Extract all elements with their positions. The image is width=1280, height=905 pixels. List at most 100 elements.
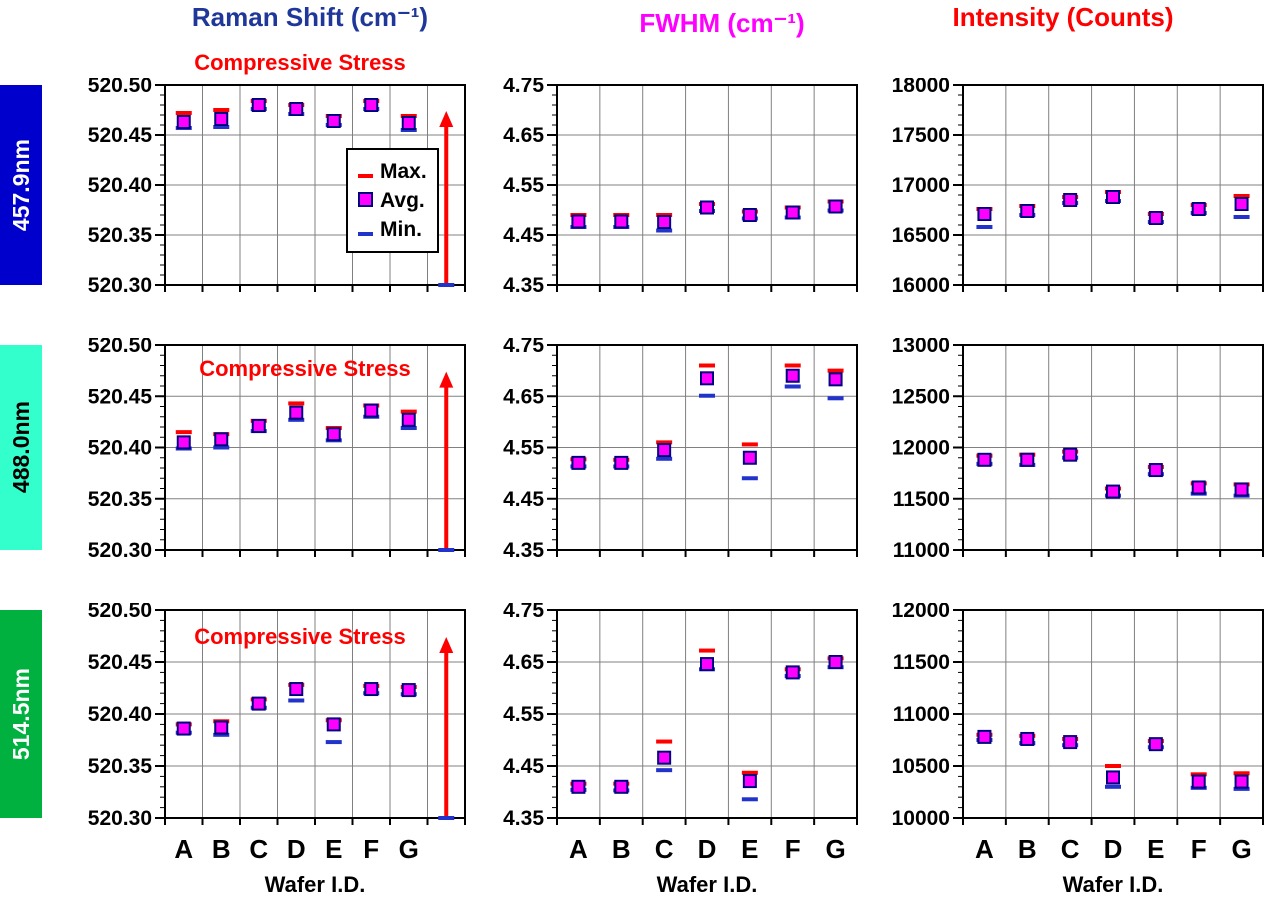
- min-dash-icon: [356, 218, 374, 242]
- row-label-457-9nm: 457.9nm: [0, 85, 42, 285]
- ytick-label: 12000: [892, 603, 950, 622]
- column-title-fwhm: FWHM (cm⁻¹): [639, 8, 805, 38]
- max-dash-marker: [699, 363, 715, 368]
- xtick-label: B: [212, 834, 231, 864]
- ytick-label: 12000: [892, 437, 950, 460]
- row-label-514-5nm-text: 514.5nm: [7, 667, 34, 761]
- avg-square-marker: [742, 208, 757, 222]
- min-dash-marker: [325, 740, 342, 745]
- ytick-label: 520.50: [88, 78, 152, 97]
- avg-square-marker: [326, 114, 341, 128]
- xtick-label: C: [249, 834, 268, 864]
- avg-square-marker: [614, 779, 629, 794]
- ytick-label: 520.45: [88, 651, 153, 674]
- ytick-label: 4.55: [503, 437, 544, 460]
- ytick-label: 4.45: [503, 488, 544, 511]
- min-dash-marker: [213, 125, 230, 129]
- xaxis-title-intensity: Wafer I.D.: [1062, 872, 1164, 897]
- avg-square-marker: [571, 214, 586, 229]
- avg-square-marker: [326, 427, 341, 442]
- xtick-label: A: [569, 834, 588, 864]
- ytick-label: 520.35: [88, 224, 153, 247]
- ytick-label: 12500: [892, 385, 950, 408]
- avg-square-marker: [828, 199, 843, 214]
- stress-arrow-head: [439, 111, 454, 127]
- max-dash-marker: [827, 368, 844, 373]
- avg-square-marker: [657, 215, 672, 229]
- avg-square-marker: [742, 774, 757, 789]
- avg-square-marker: [176, 115, 191, 129]
- min-dash-marker: [741, 476, 758, 481]
- xtick-label: B: [612, 834, 631, 864]
- row-label-457-9nm-text: 457.9nm: [7, 138, 34, 232]
- avg-square-marker: [571, 779, 586, 794]
- avg-square-marker: [700, 371, 714, 386]
- min-dash-marker: [288, 417, 305, 422]
- row-label-514-5nm: 514.5nm: [0, 610, 42, 818]
- ytick-label: 13000: [892, 338, 950, 357]
- avg-square-marker: [657, 750, 672, 765]
- legend-entry-avg: Avg.: [356, 186, 427, 215]
- avg-square-marker: [1106, 190, 1120, 204]
- xtick-label: A: [975, 834, 994, 864]
- avg-square-marker: [1063, 447, 1078, 462]
- max-dash-marker: [288, 401, 305, 406]
- max-dash-marker: [741, 770, 758, 775]
- avg-square-marker: [326, 717, 341, 732]
- max-dash-marker: [1105, 764, 1121, 768]
- avg-square-marker: [214, 720, 229, 735]
- avg-square-marker: [364, 403, 379, 418]
- ytick-label: 4.55: [503, 703, 544, 726]
- arrow-base-min-dash: [438, 283, 455, 287]
- chart-raman-shift-457-9nm: 520.30 520.35 520.40 520.45 520.50: [88, 78, 466, 297]
- xaxis-title-fwhm: Wafer I.D.: [656, 872, 758, 897]
- avg-square-marker: [1191, 774, 1206, 789]
- avg-square-marker: [614, 455, 629, 470]
- min-dash-marker: [400, 426, 417, 431]
- row-label-488-0nm-text: 488.0nm: [7, 401, 34, 494]
- arrow-base-min-dash: [438, 816, 455, 820]
- ytick-label: 520.50: [88, 603, 152, 622]
- avg-square-marker: [977, 729, 992, 744]
- min-dash-marker: [288, 698, 305, 703]
- max-dash-marker: [400, 409, 417, 414]
- ytick-label: 4.35: [503, 539, 544, 562]
- ytick-label: 520.35: [88, 755, 153, 778]
- legend-min-label: Min.: [380, 217, 422, 241]
- max-dash-marker: [1190, 772, 1207, 777]
- avg-square-marker: [1063, 193, 1078, 207]
- ytick-label: 520.40: [88, 703, 152, 726]
- avg-square-marker: [289, 405, 304, 420]
- min-dash-marker: [827, 396, 844, 401]
- avg-square-marker: [364, 98, 379, 112]
- avg-square-marker: [1063, 735, 1078, 750]
- max-dash-marker: [784, 363, 801, 368]
- ytick-label: 11000: [893, 539, 950, 562]
- legend: Max. Avg. Min.: [346, 148, 439, 253]
- avg-square-marker: [176, 721, 191, 736]
- xtick-label: F: [363, 834, 379, 864]
- chart-raman-shift-514-5nm: 520.30 520.35 520.40 520.45 520.50 A B C D E F G: [88, 603, 466, 864]
- avg-square-marker: [1020, 731, 1035, 746]
- legend-entry-min: Min.: [356, 215, 427, 244]
- ytick-label: 4.45: [503, 755, 544, 778]
- xtick-label: D: [698, 834, 717, 864]
- avg-square-marker: [251, 98, 266, 112]
- xtick-label: F: [1191, 834, 1207, 864]
- max-dash-marker: [1233, 771, 1250, 776]
- avg-square-marker: [214, 112, 229, 126]
- chart-intensity-488-0nm: 11000 11500 12000 12500 13000: [892, 338, 1264, 562]
- stress-arrow-head: [439, 371, 454, 388]
- legend-max-label: Max.: [380, 159, 427, 183]
- avg-square-marker: [785, 665, 800, 680]
- xtick-label: G: [399, 834, 419, 864]
- ytick-label: 520.45: [88, 385, 153, 408]
- max-dash-marker: [656, 440, 673, 445]
- avg-square-marker: [364, 682, 379, 697]
- avg-square-marker: [401, 116, 416, 130]
- ytick-label: 4.75: [503, 338, 544, 357]
- max-dash-marker: [656, 739, 673, 744]
- avg-square-marker: [742, 450, 757, 465]
- avg-square-marker: [1234, 197, 1249, 211]
- ytick-label: 17000: [892, 174, 950, 197]
